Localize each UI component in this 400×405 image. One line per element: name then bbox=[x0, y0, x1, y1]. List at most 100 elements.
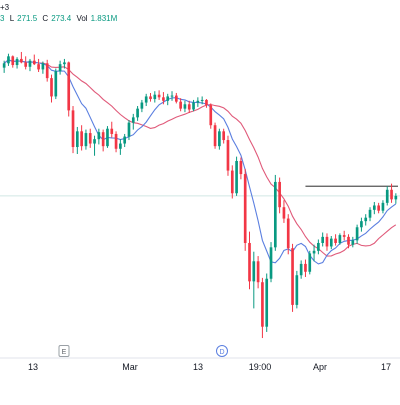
ohlc-volume-label: Vol bbox=[76, 14, 88, 23]
candle-body[interactable] bbox=[282, 207, 286, 219]
candle-body[interactable] bbox=[54, 71, 58, 97]
candle-body[interactable] bbox=[75, 131, 79, 148]
candle-body[interactable] bbox=[71, 110, 75, 148]
candle-body[interactable] bbox=[286, 218, 290, 249]
candle-body[interactable] bbox=[153, 94, 157, 100]
candle-body[interactable] bbox=[308, 253, 312, 272]
candle-body[interactable] bbox=[338, 235, 342, 243]
candle-body[interactable] bbox=[239, 160, 243, 175]
candle-body[interactable] bbox=[67, 62, 71, 111]
candle-body[interactable] bbox=[200, 99, 204, 101]
candle-body[interactable] bbox=[84, 133, 88, 147]
candle-body[interactable] bbox=[20, 58, 23, 63]
candle-body[interactable] bbox=[114, 133, 118, 149]
candle-body[interactable] bbox=[299, 263, 303, 276]
candle-body[interactable] bbox=[2, 63, 6, 68]
candle-body[interactable] bbox=[209, 105, 213, 126]
candle-body[interactable] bbox=[218, 131, 221, 147]
candle-body[interactable] bbox=[140, 102, 144, 109]
candle-body[interactable] bbox=[127, 122, 131, 137]
candle-body[interactable] bbox=[157, 94, 161, 98]
candle-body[interactable] bbox=[213, 125, 217, 147]
candle-body[interactable] bbox=[329, 238, 333, 247]
candle-body[interactable] bbox=[385, 189, 389, 203]
candle-body[interactable] bbox=[252, 261, 256, 282]
candle-body[interactable] bbox=[226, 140, 230, 171]
candle-body[interactable] bbox=[101, 132, 105, 147]
candle-body[interactable] bbox=[166, 96, 170, 101]
candle-body[interactable] bbox=[261, 282, 264, 327]
candle-body[interactable] bbox=[230, 170, 234, 194]
candle-body[interactable] bbox=[58, 64, 62, 72]
candle-body[interactable] bbox=[41, 63, 45, 70]
candle-body[interactable] bbox=[222, 131, 226, 141]
candle-body[interactable] bbox=[11, 56, 15, 66]
candle-body[interactable] bbox=[63, 62, 66, 65]
candle-body[interactable] bbox=[170, 95, 174, 97]
candle-body[interactable] bbox=[97, 132, 101, 140]
candle-body[interactable] bbox=[106, 128, 109, 147]
candle-body[interactable] bbox=[381, 202, 385, 211]
candle-body[interactable] bbox=[88, 133, 92, 144]
candle-body[interactable] bbox=[149, 96, 152, 100]
candle-body[interactable] bbox=[364, 217, 368, 222]
candle-body[interactable] bbox=[295, 275, 299, 305]
candle-body[interactable] bbox=[347, 236, 350, 245]
candle-body[interactable] bbox=[390, 189, 393, 200]
candle-body[interactable] bbox=[377, 205, 380, 211]
candle-body[interactable] bbox=[187, 104, 191, 110]
candle-body[interactable] bbox=[45, 63, 49, 79]
candle-body[interactable] bbox=[368, 209, 372, 218]
candle-body[interactable] bbox=[243, 174, 247, 243]
dividend-badge[interactable] bbox=[216, 345, 228, 357]
candle-body[interactable] bbox=[37, 64, 40, 70]
candle-body[interactable] bbox=[256, 261, 260, 283]
candle-body[interactable] bbox=[28, 60, 32, 67]
candle-body[interactable] bbox=[162, 97, 165, 101]
candle-body[interactable] bbox=[269, 247, 273, 279]
candle-body[interactable] bbox=[131, 117, 135, 123]
candle-body[interactable] bbox=[291, 248, 294, 305]
candle-body[interactable] bbox=[321, 236, 325, 243]
candle-body[interactable] bbox=[394, 195, 398, 200]
candle-body[interactable] bbox=[119, 143, 122, 149]
x-tick-label: 17 bbox=[381, 362, 391, 372]
candle-body[interactable] bbox=[312, 250, 316, 254]
candle-body[interactable] bbox=[273, 181, 277, 248]
candle-body[interactable] bbox=[351, 240, 355, 245]
candle-body[interactable] bbox=[136, 108, 139, 118]
candle-body[interactable] bbox=[110, 128, 114, 134]
candle-body[interactable] bbox=[304, 263, 307, 272]
candle-body[interactable] bbox=[15, 58, 19, 66]
candle-body[interactable] bbox=[192, 102, 195, 110]
candle-body[interactable] bbox=[342, 235, 346, 237]
candle-body[interactable] bbox=[93, 139, 96, 144]
candle-body[interactable] bbox=[205, 99, 208, 106]
candle-body[interactable] bbox=[265, 278, 269, 327]
candle-body[interactable] bbox=[372, 205, 376, 210]
candle-body[interactable] bbox=[317, 242, 320, 251]
candle-body[interactable] bbox=[360, 221, 363, 228]
candle-body[interactable] bbox=[235, 160, 238, 194]
candle-body[interactable] bbox=[183, 104, 187, 109]
earnings-badge[interactable] bbox=[58, 345, 70, 357]
candle-body[interactable] bbox=[32, 60, 36, 65]
ohlc-volume-value: 1.831M bbox=[90, 14, 118, 23]
x-tick-label: 13 bbox=[193, 362, 203, 372]
candle-body[interactable] bbox=[325, 236, 329, 247]
candle-body[interactable] bbox=[174, 95, 178, 102]
candle-body[interactable] bbox=[179, 101, 182, 109]
candle-body[interactable] bbox=[50, 78, 53, 97]
candle-body[interactable] bbox=[355, 227, 359, 241]
candle-body[interactable] bbox=[80, 131, 83, 147]
x-tick-label: 19:00 bbox=[249, 362, 272, 372]
candle-body[interactable] bbox=[123, 136, 127, 144]
candle-body[interactable] bbox=[144, 96, 148, 103]
candle-body[interactable] bbox=[278, 181, 281, 208]
candle-body[interactable] bbox=[334, 238, 337, 243]
candle-body[interactable] bbox=[248, 242, 251, 282]
candle-body[interactable] bbox=[24, 62, 28, 67]
candle-body[interactable] bbox=[7, 56, 10, 64]
candle-body[interactable] bbox=[196, 100, 200, 103]
